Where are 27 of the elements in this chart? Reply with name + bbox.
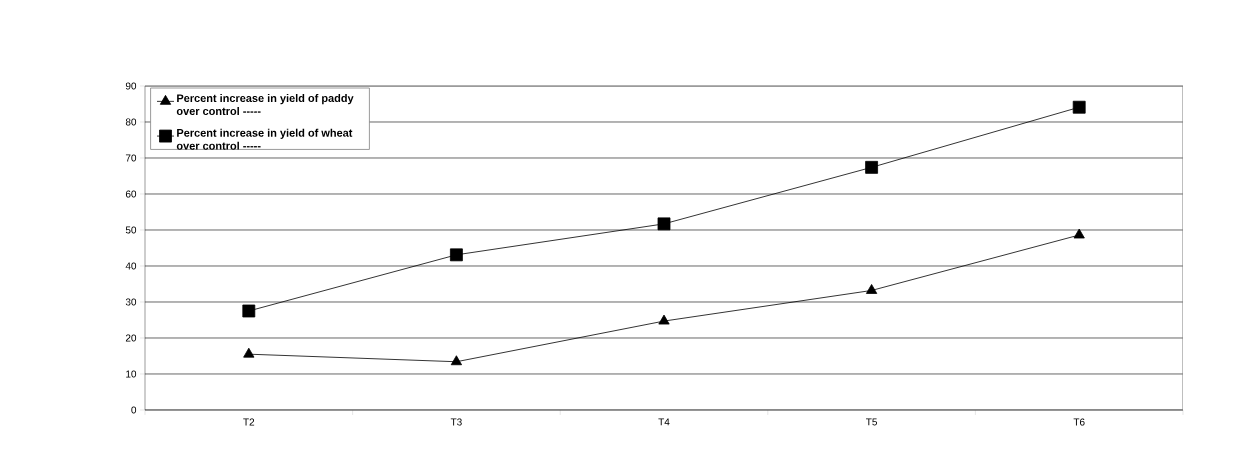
x-tick-label: T5 xyxy=(866,418,877,426)
y-tick-label: 90 xyxy=(125,82,137,90)
point xyxy=(242,304,256,318)
y-tick-label: 10 xyxy=(126,370,137,378)
legend-label: Percent increase in yield of paddy over control ----- xyxy=(176,94,354,115)
point xyxy=(243,347,255,358)
point xyxy=(450,355,462,366)
y-tick-label: 20 xyxy=(125,334,137,342)
y-tick-label: 80 xyxy=(125,118,137,126)
x-tick-label: T2 xyxy=(243,418,255,426)
y-tick-label: 40 xyxy=(125,262,137,270)
point xyxy=(657,217,671,231)
y-tick-label: 0 xyxy=(131,406,137,414)
point xyxy=(1072,100,1086,114)
legend-label: Percent increase in yield of wheat over control ----- xyxy=(176,128,353,150)
y-tick-label: 70 xyxy=(125,154,137,162)
point xyxy=(450,248,463,262)
y-tick-label: 30 xyxy=(125,298,137,306)
y-tick-label: 60 xyxy=(125,190,137,198)
point xyxy=(658,314,670,325)
point xyxy=(865,160,878,174)
point xyxy=(866,284,878,294)
x-tick-label: T3 xyxy=(450,418,462,426)
point xyxy=(1073,228,1085,239)
x-tick-label: T4 xyxy=(658,418,670,426)
y-tick-label: 50 xyxy=(125,226,137,234)
x-tick-label: T6 xyxy=(1073,418,1085,426)
